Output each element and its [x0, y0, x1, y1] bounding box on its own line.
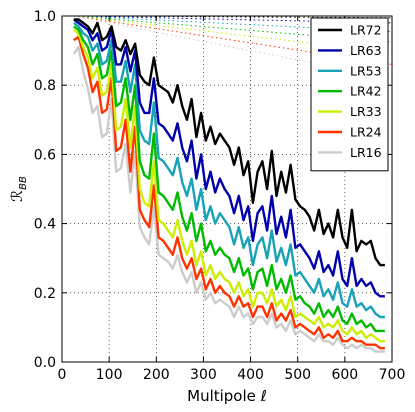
legend-label: LR53	[350, 63, 382, 78]
y-axis-label: ℛBB	[8, 176, 29, 202]
x-tick-label: 400	[237, 367, 264, 383]
series-line-lr24	[73, 35, 385, 350]
x-tick-label: 500	[284, 367, 311, 383]
legend-label: LR63	[350, 43, 382, 58]
y-tick-label: 0.6	[34, 147, 56, 163]
legend-label: LR33	[350, 104, 382, 119]
svg-text:ℛBB: ℛBB	[8, 176, 29, 202]
y-tick-label: 0.0	[34, 355, 56, 371]
series-line-lr53	[73, 21, 385, 319]
x-tick-label: 300	[190, 367, 217, 383]
x-tick-label: 100	[96, 367, 123, 383]
x-axis-label: Multipole ℓ	[187, 387, 267, 405]
legend-label: LR42	[350, 84, 382, 99]
legend-box	[310, 17, 389, 172]
x-tick-label: 200	[143, 367, 170, 383]
series-line-lr16	[72, 45, 385, 353]
legend-label: LR16	[350, 145, 382, 160]
legend-label: LR24	[350, 125, 382, 140]
x-tick-label: 700	[379, 367, 406, 383]
series-line-lr63	[73, 18, 385, 298]
series-line-lr72	[73, 18, 385, 267]
y-tick-label: 0.4	[34, 217, 56, 233]
series-line-lr42	[73, 25, 385, 333]
axis-ticks: 0 100 200 300 400 500 600 700 0.0 0.2 0.4 0.6 0.8 1.0	[34, 9, 406, 383]
data-series	[72, 18, 385, 353]
y-tick-label: 0.8	[34, 78, 56, 94]
x-tick-label: 600	[331, 367, 358, 383]
y-tick-label: 0.2	[34, 286, 56, 302]
series-line-lr33	[73, 28, 385, 343]
plot-frame	[61, 15, 393, 363]
x-tick-label: 0	[58, 367, 67, 383]
legend-label: LR72	[350, 23, 382, 38]
y-tick-label: 1.0	[34, 9, 56, 25]
legend: LR72 LR63 LR53 LR42 LR33 LR24 LR16	[310, 17, 389, 172]
